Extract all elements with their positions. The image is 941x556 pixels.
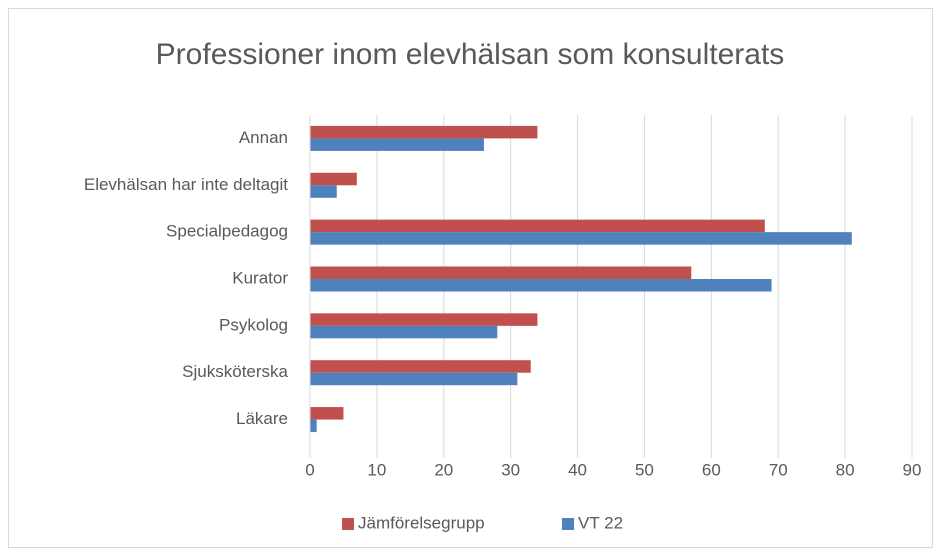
x-tick-label: 70 [769, 460, 788, 479]
bar [310, 313, 538, 326]
y-tick-label: Elevhälsan har inte deltagit [84, 175, 288, 194]
y-tick-label: Sjuksköterska [182, 362, 288, 381]
x-tick-label: 40 [568, 460, 587, 479]
bar [310, 185, 337, 198]
x-tick-label: 10 [367, 460, 386, 479]
chart-title: Professioner inom elevhälsan som konsult… [156, 38, 785, 71]
bar [310, 125, 538, 139]
x-tick-label: 30 [501, 460, 520, 479]
bar [310, 372, 518, 386]
legend-swatch [562, 518, 574, 530]
legend-label: Jämförelsegrupp [358, 513, 485, 532]
y-tick-label: Annan [239, 128, 288, 147]
bar [310, 172, 357, 186]
bar [310, 219, 765, 233]
bar [310, 419, 317, 433]
y-tick-label: Psykolog [219, 315, 288, 334]
x-tick-label: 80 [836, 460, 855, 479]
legend-label: VT 22 [578, 513, 623, 532]
bar [310, 360, 531, 373]
x-tick-label: 20 [434, 460, 453, 479]
bar [310, 138, 484, 151]
bar [310, 279, 772, 292]
bar [310, 407, 344, 420]
x-tick-label: 60 [702, 460, 721, 479]
bar [310, 232, 852, 245]
y-tick-label: Kurator [232, 268, 288, 287]
legend-swatch [342, 518, 354, 530]
y-tick-label: Specialpedagog [166, 222, 288, 241]
x-tick-label: 90 [903, 460, 922, 479]
y-tick-label: Läkare [236, 409, 288, 428]
x-tick-label: 50 [635, 460, 654, 479]
bar [310, 325, 498, 339]
bar [310, 266, 692, 279]
x-tick-label: 0 [305, 460, 314, 479]
